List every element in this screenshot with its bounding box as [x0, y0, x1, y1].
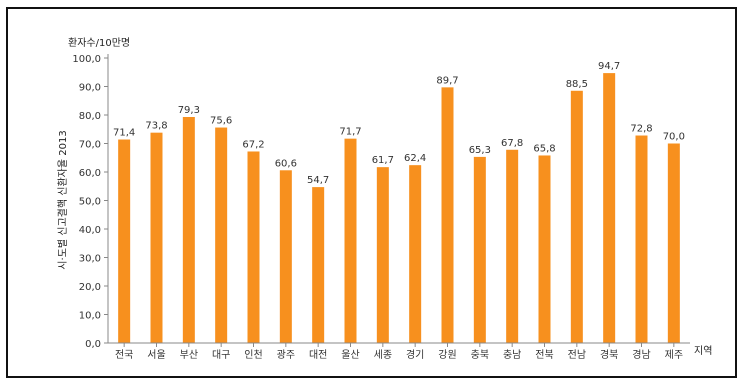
bar — [409, 165, 422, 343]
y-tick-label: 40,0 — [79, 225, 101, 236]
category-label: 충남 — [503, 349, 521, 361]
category-label: 부산 — [180, 349, 198, 361]
category-label: 경기 — [406, 348, 424, 361]
bar — [538, 155, 551, 343]
x-axis: 전국 서울 부산 대구 인천 광주 대전 울산 세종 경기 강원 충북 충남 전북 전남 경북 경남 제주 — [108, 342, 690, 361]
category-label: 전국 — [115, 349, 133, 361]
category-label: 제주 — [665, 349, 683, 361]
bar — [603, 73, 616, 343]
category-label: 세종 — [374, 349, 392, 361]
x-axis-title: 지역 — [694, 345, 712, 357]
bar — [635, 135, 648, 343]
y-tick-label: 0,0 — [85, 339, 101, 350]
bar-value-label: 94,7 — [598, 61, 620, 72]
bar-value-label: 79,3 — [178, 105, 200, 116]
bar — [118, 139, 131, 343]
unit-label: 환자수/10만명 — [68, 37, 130, 49]
y-tick-label: 100,0 — [72, 54, 101, 65]
bar-value-label: 72,8 — [630, 124, 652, 135]
category-label: 전남 — [568, 349, 586, 361]
category-label: 울산 — [341, 349, 359, 361]
bar-value-label: 54,7 — [307, 175, 329, 186]
bar-value-label: 67,8 — [501, 138, 523, 149]
bar — [215, 127, 228, 343]
y-tick-label: 20,0 — [79, 282, 101, 293]
bar-value-label: 65,8 — [533, 143, 555, 154]
y-tick-label: 80,0 — [79, 111, 101, 122]
bar — [667, 143, 680, 343]
bar-value-label: 73,8 — [145, 121, 167, 132]
y-tick-label: 10,0 — [79, 311, 101, 322]
category-label: 경북 — [600, 348, 618, 361]
y-tick-label: 30,0 — [79, 254, 101, 265]
category-label: 대구 — [212, 349, 230, 361]
category-label: 광주 — [277, 349, 295, 361]
category-label: 전북 — [535, 349, 553, 361]
category-label: 서울 — [147, 349, 165, 361]
bar-value-label: 71,7 — [339, 127, 361, 138]
y-tick-label: 70,0 — [79, 140, 101, 151]
bars: 71,4 73,8 79,3 75,6 67,2 60,6 54,7 71,7 61,7 62,4… — [113, 61, 685, 344]
bar-value-label: 71,4 — [113, 128, 135, 139]
bar — [344, 138, 357, 343]
bar-value-label: 60,6 — [275, 158, 297, 169]
bar-value-label: 67,2 — [242, 139, 264, 150]
bar — [150, 132, 163, 343]
bar-value-label: 62,4 — [404, 153, 426, 164]
category-label: 대전 — [309, 349, 327, 361]
bar — [506, 149, 519, 343]
bar — [570, 90, 583, 344]
y-tick-label: 60,0 — [79, 168, 101, 179]
category-label: 충북 — [471, 349, 489, 361]
y-axis-title: 시·도별 신고결핵 신환자율 2013 — [57, 130, 69, 269]
bar — [376, 167, 389, 343]
bar-value-label: 89,7 — [436, 75, 458, 86]
category-label: 인천 — [244, 349, 262, 361]
category-label: 강원 — [438, 349, 456, 361]
bar — [473, 156, 486, 343]
bar — [247, 151, 260, 343]
bar — [441, 87, 454, 343]
category-label: 경남 — [632, 348, 650, 361]
bar-value-label: 61,7 — [372, 155, 394, 166]
bar — [182, 116, 195, 344]
y-axis: 0,0 10,0 20,0 30,0 40,0 50,0 60,0 70,0 80,0 90,0 1… — [72, 54, 109, 350]
bar-value-label: 75,6 — [210, 116, 232, 127]
bar — [312, 187, 325, 343]
bar-value-label: 88,5 — [566, 79, 588, 90]
bar — [279, 170, 292, 343]
bar-value-label: 70,0 — [663, 132, 685, 143]
y-tick-label: 50,0 — [79, 197, 101, 208]
bar-value-label: 65,3 — [469, 145, 491, 156]
y-tick-label: 90,0 — [79, 83, 101, 94]
